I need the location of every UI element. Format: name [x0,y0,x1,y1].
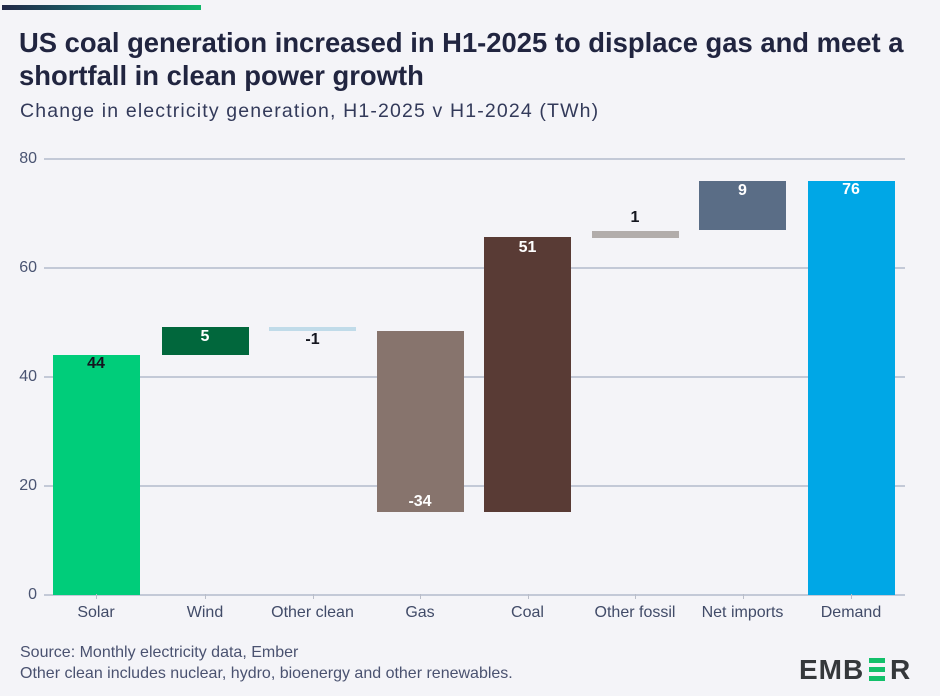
svg-text:EMB: EMB [799,657,864,683]
svg-text:R: R [890,657,910,683]
